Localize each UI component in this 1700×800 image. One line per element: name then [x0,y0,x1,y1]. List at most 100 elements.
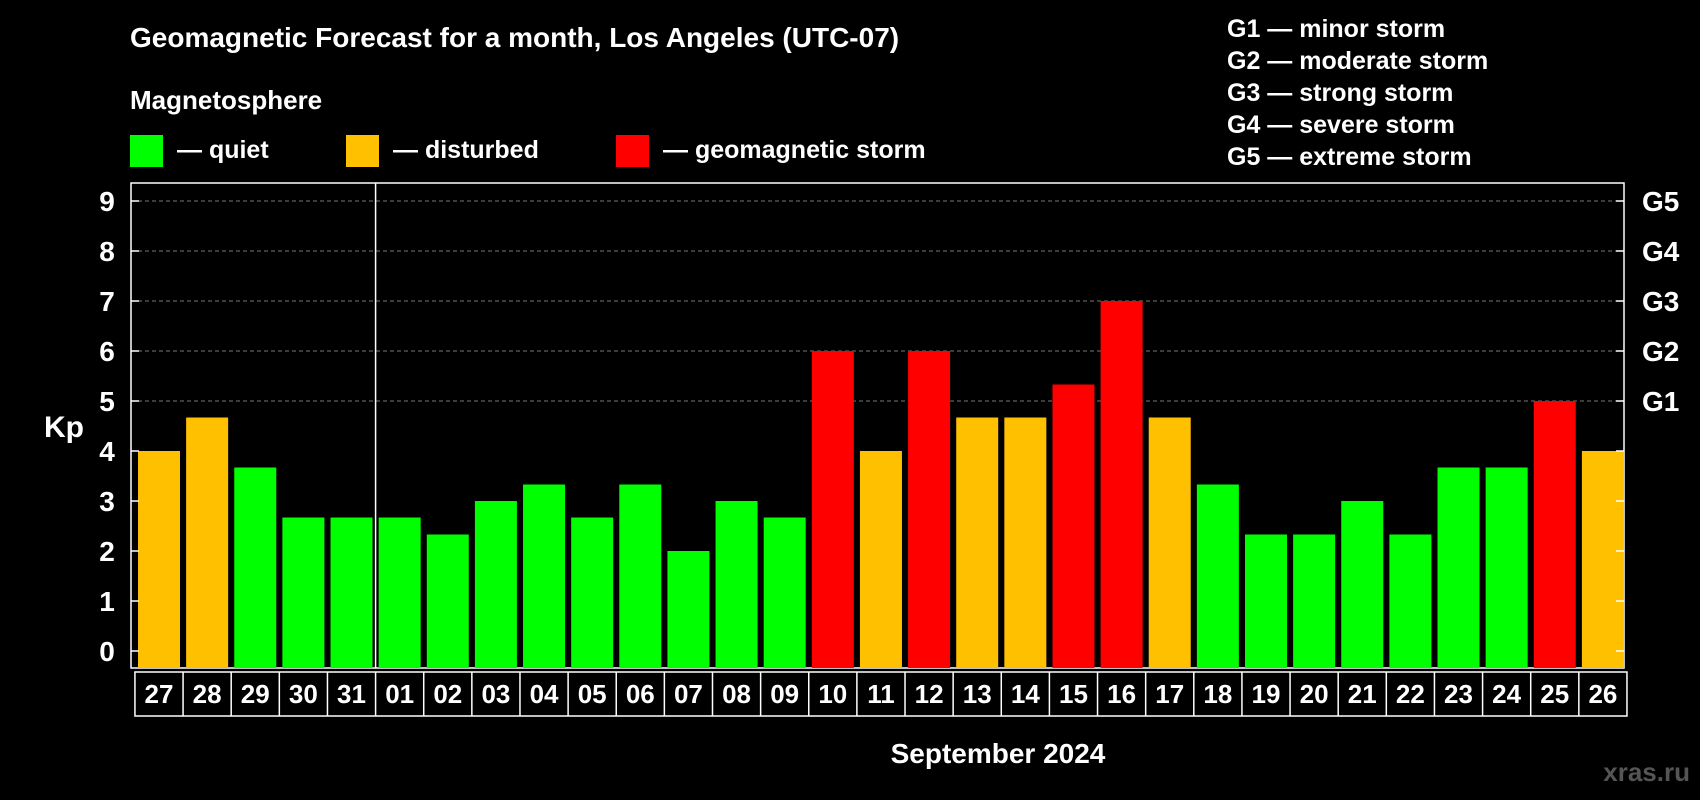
bar-07 [667,551,710,668]
bar-26 [1581,451,1624,668]
x-tick-label-18: 18 [1203,679,1232,709]
y-tick-label-7: 7 [99,286,115,317]
right-axis-label-g2: G2 [1642,336,1679,367]
bar-28 [186,417,229,668]
bar-09 [763,517,806,668]
bar-27 [138,451,180,668]
x-tick-label-07: 07 [674,679,703,709]
x-tick-label-27: 27 [145,679,174,709]
bar-13 [956,417,999,668]
storm-scale-g5: G5 — extreme storm [1227,143,1472,171]
y-tick-label-4: 4 [99,436,115,467]
x-tick-label-01: 01 [385,679,414,709]
bar-10 [811,351,854,668]
watermark: xras.ru [1603,757,1690,787]
storm-scale-legend: G1 — minor storm G2 — moderate storm G3 … [1227,15,1488,171]
bar-06 [619,484,662,668]
x-tick-label-17: 17 [1155,679,1184,709]
x-tick-label-28: 28 [193,679,222,709]
x-tick-label-04: 04 [530,679,559,709]
legend-heading: Magnetosphere [130,85,322,115]
y-tick-label-2: 2 [99,536,115,567]
bar-15 [1052,384,1095,668]
bar-18 [1196,484,1239,668]
bar-14 [1004,417,1047,668]
bars [138,183,1624,668]
right-axis-label-g4: G4 [1642,236,1680,267]
bar-02 [426,534,469,668]
x-tick-label-15: 15 [1059,679,1088,709]
y-tick-label-9: 9 [99,186,115,217]
bar-29 [234,467,277,668]
bar-12 [908,351,951,668]
y-tick-label-6: 6 [99,336,115,367]
storm-scale-g4: G4 — severe storm [1227,111,1455,139]
y-tick-label-8: 8 [99,236,115,267]
bar-30 [282,517,325,668]
legend: — quiet — disturbed — geomagnetic storm [130,135,926,167]
legend-label-disturbed: — disturbed [393,136,539,164]
bar-16 [1100,301,1143,668]
bar-20 [1293,534,1336,668]
x-label-strip-border [134,671,1628,717]
right-axis-ticks: G1 G2 G3 G4 G5 [1616,186,1680,652]
x-tick-label-25: 25 [1540,679,1569,709]
y-tick-label-1: 1 [99,586,115,617]
bar-04 [523,484,566,668]
x-tick-label-06: 06 [626,679,655,709]
x-tick-label-24: 24 [1492,679,1521,709]
x-tick-label-11: 11 [867,679,895,709]
bar-25 [1533,401,1576,668]
y-tick-label-3: 3 [99,486,115,517]
x-tick-label-20: 20 [1300,679,1329,709]
gridlines [131,200,1624,402]
bar-19 [1244,534,1287,668]
x-tick-label-19: 19 [1252,679,1281,709]
legend-swatch-storm [616,135,649,167]
bar-03 [474,501,517,668]
bar-05 [571,517,614,668]
bar-24 [1485,467,1528,668]
x-axis-label: September 2024 [891,738,1106,769]
x-tick-label-10: 10 [818,679,847,709]
x-tick-label-03: 03 [481,679,510,709]
x-tick-label-31: 31 [337,679,366,709]
x-tick-label-02: 02 [433,679,462,709]
bar-17 [1148,417,1191,668]
y-tick-label-0: 0 [99,636,115,667]
x-tick-label-14: 14 [1011,679,1040,709]
x-tick-label-12: 12 [915,679,944,709]
storm-scale-g1: G1 — minor storm [1227,15,1445,43]
x-tick-label-26: 26 [1588,679,1617,709]
bar-23 [1437,467,1480,668]
x-tick-label-23: 23 [1444,679,1473,709]
x-tick-label-29: 29 [241,679,270,709]
right-axis-label-g5: G5 [1642,186,1679,217]
x-tick-label-30: 30 [289,679,318,709]
x-tick-label-22: 22 [1396,679,1425,709]
bar-31 [330,517,373,668]
legend-label-storm: — geomagnetic storm [663,136,926,164]
x-tick-label-09: 09 [770,679,799,709]
x-tick-label-13: 13 [963,679,992,709]
legend-label-quiet: — quiet [177,136,269,164]
bar-08 [715,501,758,668]
right-axis-label-g1: G1 [1642,386,1679,417]
bar-01 [378,517,421,668]
y-axis-ticks: 0 1 2 3 4 5 6 7 8 9 [99,186,139,667]
bar-22 [1389,534,1432,668]
y-tick-label-5: 5 [99,386,115,417]
bar-11 [859,451,902,668]
x-tick-label-05: 05 [578,679,607,709]
legend-swatch-quiet [130,135,163,167]
y-axis-label: Kp [44,411,84,444]
x-tick-label-08: 08 [722,679,751,709]
x-axis-labels: 27 28 29 30 31 01 02 03 04 05 06 07 08 09 10 11 12 13 14 15… [134,671,1628,717]
x-tick-label-21: 21 [1348,679,1377,709]
right-axis-label-g3: G3 [1642,286,1679,317]
legend-swatch-disturbed [346,135,379,167]
storm-scale-g3: G3 — strong storm [1227,79,1453,107]
storm-scale-g2: G2 — moderate storm [1227,47,1488,75]
x-tick-label-16: 16 [1107,679,1136,709]
